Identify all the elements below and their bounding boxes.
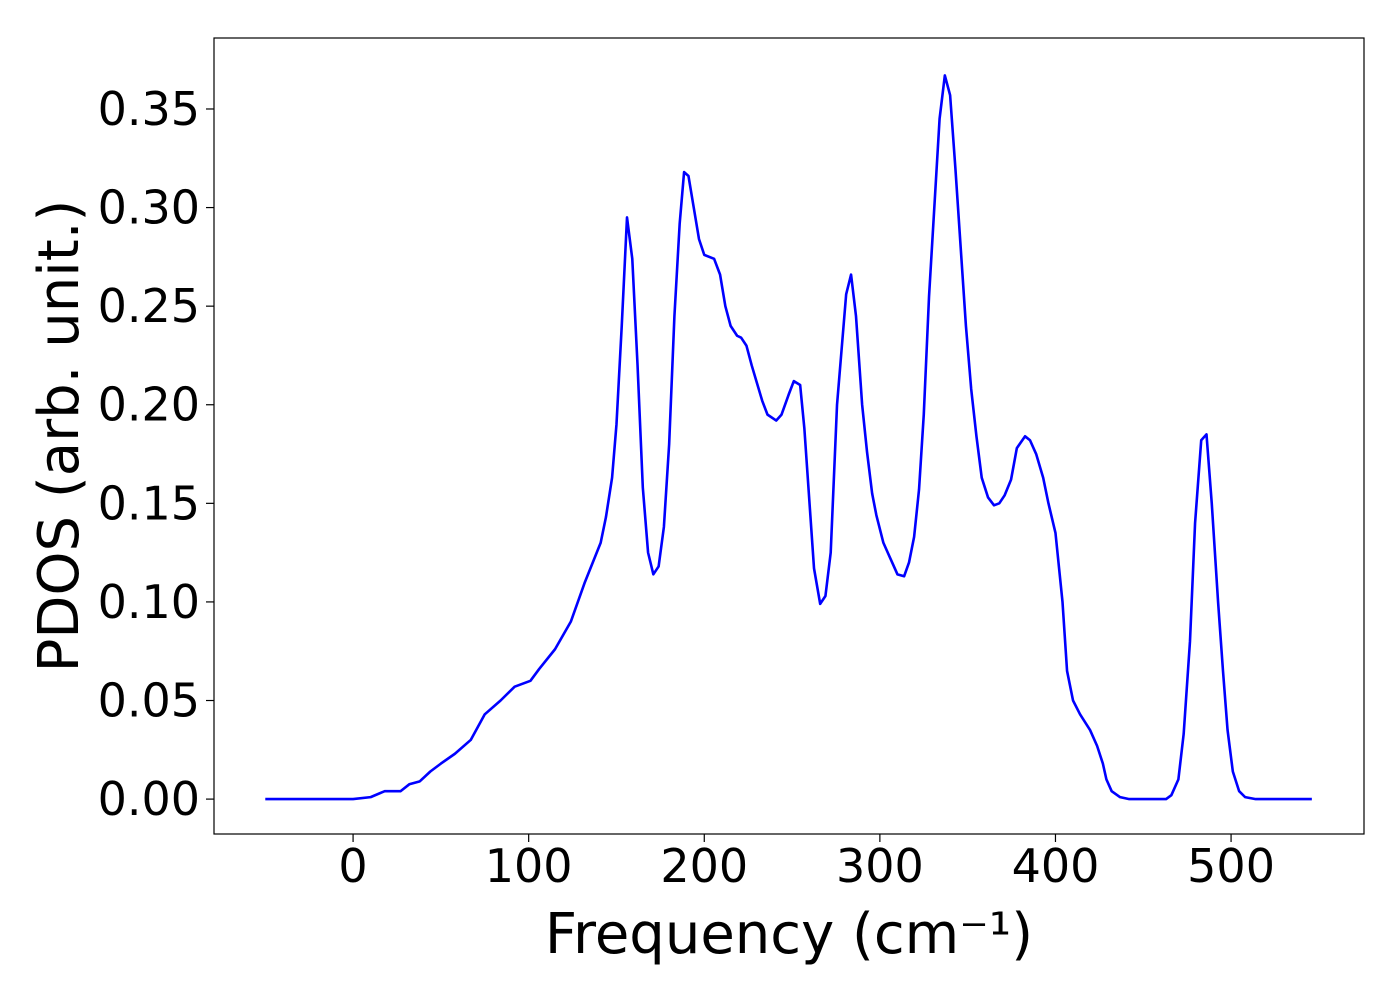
x-tick-label: 300 (836, 839, 924, 893)
pdos-line (265, 74, 1312, 801)
y-tick-label: 0.30 (98, 181, 200, 235)
y-tick-label: 0.35 (98, 82, 200, 136)
x-tick-label: 400 (1012, 839, 1100, 893)
y-tick-label: 0.15 (98, 476, 200, 530)
x-tick-label: 200 (660, 839, 748, 893)
plot-frame (213, 37, 1365, 835)
y-tick-label: 0.00 (98, 772, 200, 826)
y-tick-label: 0.20 (98, 378, 200, 432)
y-axis-label: PDOS (arb. unit.) (27, 200, 92, 673)
x-axis-label: Frequency (cm⁻¹) (545, 902, 1033, 967)
y-tick-label: 0.05 (98, 674, 200, 728)
x-tick-label: 0 (338, 839, 367, 893)
y-tick-label: 0.10 (98, 575, 200, 629)
y-tick-label: 0.25 (98, 279, 200, 333)
x-tick-label: 500 (1187, 839, 1275, 893)
x-tick-label: 100 (485, 839, 573, 893)
